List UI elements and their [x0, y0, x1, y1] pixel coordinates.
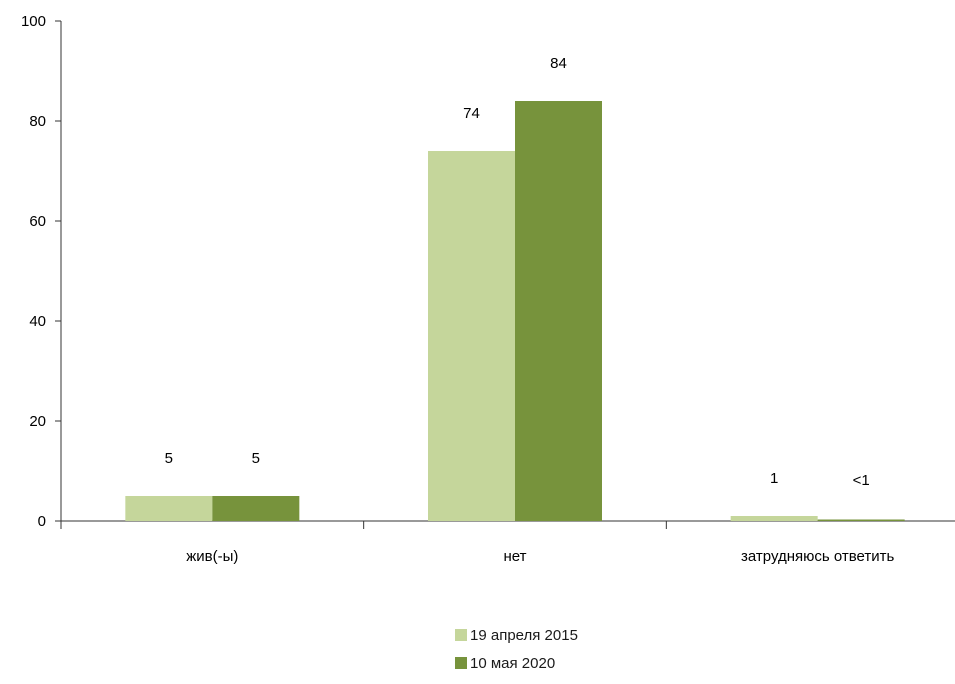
data-label-series-1-2: 1 [770, 470, 778, 487]
legend-label-series-2: 10 мая 2020 [470, 654, 556, 672]
x-category-label-0: жив(-ы) [186, 548, 238, 565]
bar-series-1-0 [125, 496, 213, 521]
bar-series-2-1 [515, 101, 602, 521]
legend-item-series-1: 19 апреля 2015 [455, 624, 578, 646]
y-tick-label-3: 60 [29, 213, 46, 230]
y-tick-label-5: 100 [21, 13, 46, 30]
bar-series-1-1 [428, 151, 515, 521]
x-category-label-1: нет [504, 548, 527, 565]
labels: жив(-ы) нет затрудняюсь ответить 5 74 1 5 84 <1 [165, 55, 895, 565]
y-tick-label-1: 20 [29, 413, 46, 430]
bar-series-2-0 [212, 496, 300, 521]
legend-swatch-series-1 [455, 629, 467, 641]
bar-series-2-2 [817, 519, 905, 521]
data-label-series-2-1: 84 [550, 55, 567, 72]
legend: 19 апреля 2015 10 мая 2020 [455, 624, 578, 680]
y-tick-label-0: 0 [38, 513, 46, 530]
data-label-series-1-1: 74 [463, 105, 480, 122]
legend-label-series-1: 19 апреля 2015 [470, 626, 578, 644]
x-category-label-2: затрудняюсь ответить [741, 548, 894, 565]
legend-item-series-2: 10 мая 2020 [455, 652, 578, 674]
data-label-series-2-0: 5 [252, 450, 260, 467]
y-tick-label-2: 40 [29, 313, 46, 330]
bar-chart: 0 20 40 60 80 100 жив(-ы) нет затрудняюсь ответ… [21, 13, 955, 565]
bar-series-1-2 [730, 516, 818, 521]
bars [125, 101, 905, 521]
legend-swatch-series-2 [455, 657, 467, 669]
data-label-series-1-0: 5 [165, 450, 173, 467]
data-label-series-2-2: <1 [853, 472, 870, 489]
y-tick-label-4: 80 [29, 113, 46, 130]
